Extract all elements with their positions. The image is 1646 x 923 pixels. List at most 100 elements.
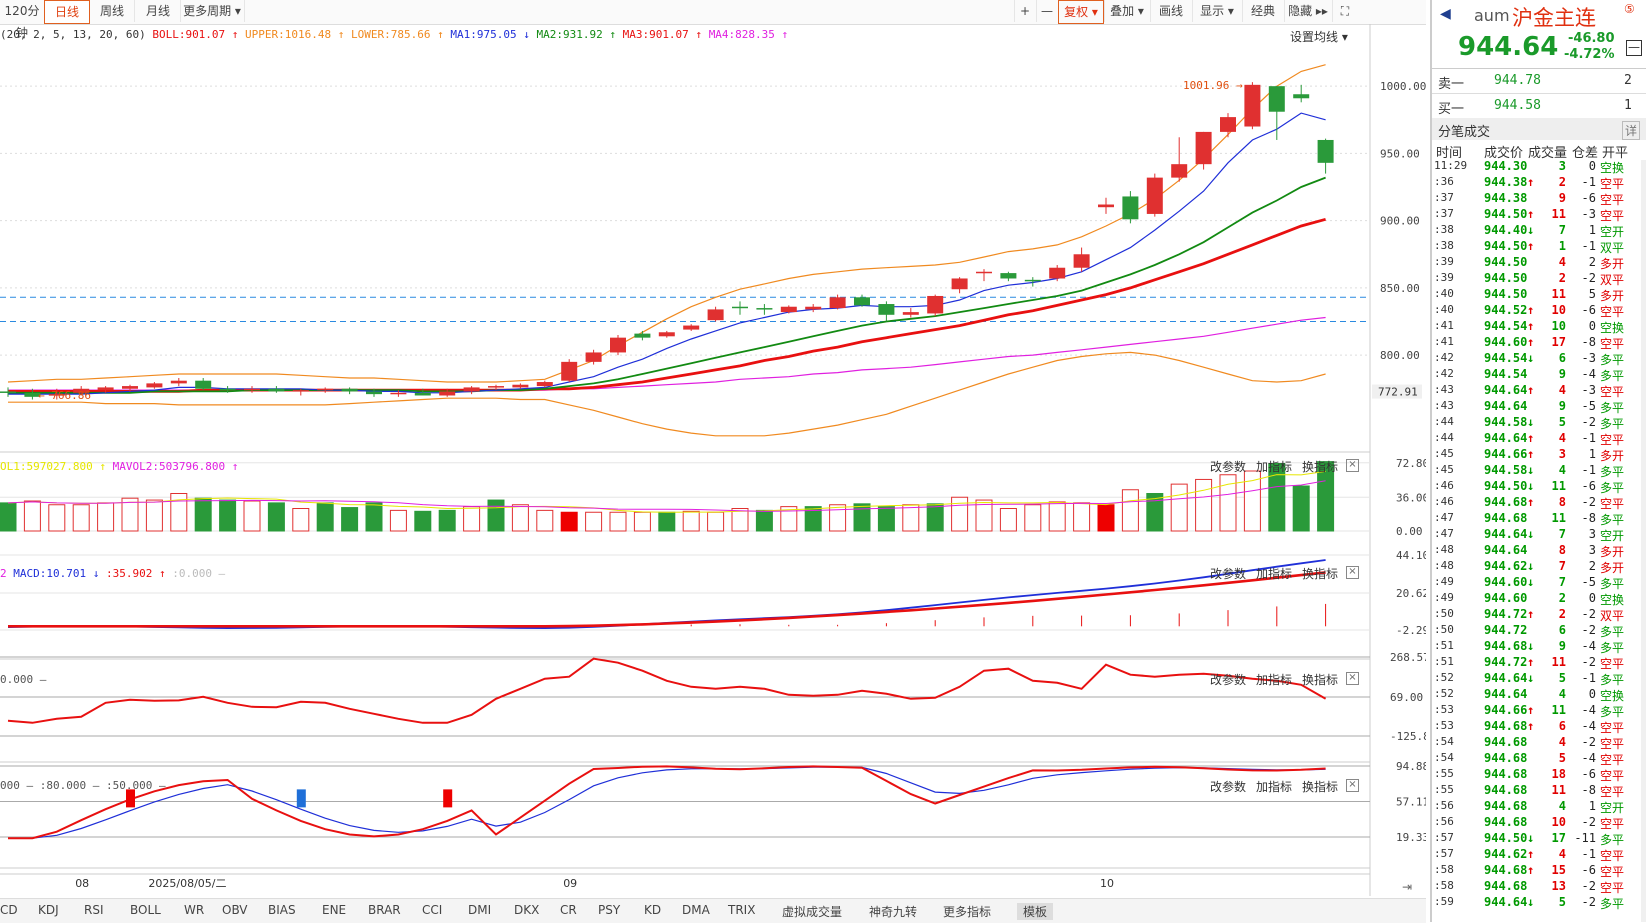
kdj-change-params-button[interactable]: 改参数: [1210, 780, 1247, 794]
detail-button[interactable]: 详: [1622, 121, 1641, 140]
candle-body: [488, 386, 504, 388]
tick-kind: 空平: [1600, 177, 1625, 191]
ticks-scrollbar[interactable]: [1641, 160, 1646, 922]
tick-oi: -8: [1581, 335, 1596, 349]
kdj-swap-indicator-button[interactable]: 换指标: [1302, 780, 1339, 794]
tick-row: :42 944.54 ↓ 6 -3 多平: [1432, 351, 1632, 367]
indicator-tab-2[interactable]: RSI: [84, 903, 104, 917]
indicator-tab-10[interactable]: DMI: [468, 903, 492, 917]
period-daily-button[interactable]: 日线: [44, 0, 90, 24]
tick-oi: 1: [1588, 799, 1596, 813]
indicator-tab-3[interactable]: BOLL: [130, 903, 161, 917]
zoom-in-button[interactable]: +: [1014, 0, 1035, 22]
candle-body: [1146, 177, 1163, 214]
indicator-tab-11[interactable]: DKX: [514, 903, 540, 917]
legend-ma2: MA2:931.92 ↑: [536, 28, 616, 41]
adjust-dropdown[interactable]: 复权 ▾: [1058, 0, 1104, 24]
tick-volume: 8: [1558, 543, 1566, 557]
indicator-tab-1[interactable]: KDJ: [38, 903, 59, 917]
tick-time: :44: [1434, 415, 1454, 428]
indicator-tab-15[interactable]: DMA: [682, 903, 710, 917]
scroll-right-icon[interactable]: ⇥: [1402, 880, 1413, 894]
vol-close-icon[interactable]: ×: [1346, 459, 1359, 472]
tick-volume: 5: [1558, 415, 1566, 429]
zoom-out-button[interactable]: —: [1036, 0, 1057, 22]
tick-oi: 3: [1588, 543, 1596, 557]
classic-button[interactable]: 经典: [1242, 0, 1283, 22]
macd-close-icon[interactable]: ×: [1346, 566, 1359, 579]
tick-arrow: ↓: [1527, 895, 1535, 909]
indicator-tab-7[interactable]: ENE: [322, 903, 347, 917]
candle-body: [536, 382, 553, 387]
indicator-tab-9[interactable]: CCI: [422, 903, 443, 917]
divider: [1432, 68, 1646, 69]
tick-arrow: ↓: [1527, 639, 1535, 653]
volume-bar: [1317, 461, 1335, 532]
legend-upper: UPPER:1016.48 ↑: [245, 28, 345, 41]
price-tick-label: 800.00: [1380, 349, 1420, 362]
macd-legend-prefix: 2: [0, 567, 7, 580]
fullscreen-icon[interactable]: ⛶: [1332, 0, 1357, 22]
vol-add-indicator-button[interactable]: 加指标: [1256, 460, 1293, 474]
tick-volume: 7: [1558, 223, 1566, 237]
vol-swap-indicator-button[interactable]: 换指标: [1302, 460, 1339, 474]
candle-body: [585, 352, 602, 362]
indicator-tab-bar: CD KDJ RSI BOLL WR OBV BIAS ENE BRAR CCI DMI DKX CR P…: [0, 898, 1426, 923]
macd-change-params-button[interactable]: 改参数: [1210, 567, 1247, 581]
prev-arrow-icon[interactable]: ◀: [1440, 6, 1451, 22]
vol-change-params-button[interactable]: 改参数: [1210, 460, 1247, 474]
indicator-tab-18[interactable]: 神奇九转: [869, 905, 918, 919]
kdj-add-indicator-button[interactable]: 加指标: [1256, 780, 1293, 794]
ind3-change-params-button[interactable]: 改参数: [1210, 673, 1247, 687]
ind3-close-icon[interactable]: ×: [1346, 672, 1359, 685]
indicator-tab-4[interactable]: WR: [184, 903, 205, 917]
tick-row: :40 944.52 ↑ 10 -6 空平: [1432, 303, 1632, 319]
tick-price: 944.50: [1484, 239, 1528, 253]
set-ma-dropdown[interactable]: 设置均线 ▾: [1290, 30, 1348, 44]
indicator-tab-20[interactable]: 模板: [1017, 903, 1054, 920]
kdj-close-icon[interactable]: ×: [1346, 779, 1359, 792]
tick-oi: -2: [1581, 655, 1596, 669]
tick-volume: 2: [1558, 591, 1566, 605]
kdj-legend-b: :80.000 —: [39, 779, 100, 792]
ind3-swap-indicator-button[interactable]: 换指标: [1302, 673, 1339, 687]
tick-kind: 多平: [1600, 465, 1625, 479]
tick-row: :48 944.62 ↓ 7 2 多开: [1432, 559, 1632, 575]
macd-swap-indicator-button[interactable]: 换指标: [1302, 567, 1339, 581]
more-periods-dropdown[interactable]: 更多周期 ▾: [180, 0, 245, 22]
display-dropdown[interactable]: 显示 ▾: [1192, 0, 1241, 22]
tick-oi: -4: [1581, 367, 1596, 381]
period-weekly-button[interactable]: 周线: [90, 0, 135, 22]
draw-line-button[interactable]: 画线: [1150, 0, 1191, 22]
indicator-tab-12[interactable]: CR: [560, 903, 577, 917]
collapse-icon[interactable]: —: [1626, 40, 1642, 56]
tick-time: :54: [1434, 735, 1454, 748]
period-monthly-button[interactable]: 月线: [136, 0, 181, 22]
candle-body: [146, 383, 163, 388]
indicator-tab-16[interactable]: TRIX: [728, 903, 756, 917]
volume-bar: [731, 508, 749, 532]
indicator-tab-6[interactable]: BIAS: [268, 903, 296, 917]
overlay-dropdown[interactable]: 叠加 ▾: [1104, 0, 1149, 22]
indicator-tab-14[interactable]: KD: [644, 903, 662, 917]
indicator-tab-5[interactable]: OBV: [222, 903, 248, 917]
tick-time: :43: [1434, 399, 1454, 412]
macd-add-indicator-button[interactable]: 加指标: [1256, 567, 1293, 581]
tick-kind: 多平: [1600, 641, 1625, 655]
ind3-add-indicator-button[interactable]: 加指标: [1256, 673, 1293, 687]
hide-button[interactable]: 隐藏 ▸▸: [1284, 0, 1331, 22]
tick-kind: 双平: [1600, 609, 1625, 623]
tick-price: 944.68: [1484, 783, 1528, 797]
indicator-tab-0[interactable]: CD: [0, 903, 18, 917]
indicator-tab-8[interactable]: BRAR: [368, 903, 401, 917]
tick-arrow: ↑: [1527, 703, 1535, 717]
indicator-tab-19[interactable]: 更多指标: [943, 905, 992, 919]
indicator-tab-13[interactable]: PSY: [598, 903, 621, 917]
indicator-tab-17[interactable]: 虚拟成交量: [782, 905, 843, 919]
tick-arrow: ↑: [1527, 655, 1535, 669]
period-120min-button[interactable]: 120分钟: [0, 0, 45, 40]
tick-price: 944.30: [1484, 159, 1528, 173]
volume-bar: [999, 508, 1017, 532]
volume-bar: [1121, 489, 1139, 532]
candle-body: [1122, 196, 1139, 220]
